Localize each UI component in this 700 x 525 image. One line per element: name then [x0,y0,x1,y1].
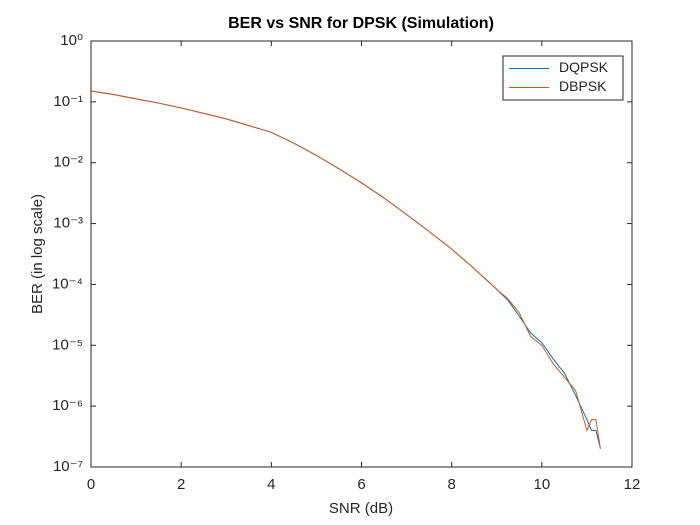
x-axis-label: SNR (dB) [329,500,393,517]
x-tick-label: 4 [267,476,275,493]
plot-box [90,40,633,468]
x-tick-label: 8 [447,476,455,493]
y-tick-label: 10⁻² [53,154,83,171]
y-tick-label: 10⁰ [60,32,83,49]
x-tick-label: 2 [177,476,185,493]
legend-box [502,55,624,101]
y-tick-label: 10⁻³ [53,215,83,232]
legend-label: DQPSK [559,59,609,75]
y-axis-label: BER (in log scale) [29,194,46,314]
y-tick-label: 10⁻¹ [53,93,83,110]
x-tick-label: 0 [87,476,95,493]
x-tick-label: 10 [533,476,550,493]
y-tick-label: 10⁻⁵ [52,336,83,353]
y-tick-label: 10⁻⁶ [52,397,83,414]
y-tick-label: 10⁻⁷ [53,458,83,475]
series-line [90,90,601,449]
x-tick-label: 6 [357,476,365,493]
chart-title: BER vs SNR for DPSK (Simulation) [228,15,494,32]
x-tick-label: 12 [624,476,641,493]
legend-label: DBPSK [559,78,607,94]
legend: DQPSK DBPSK [502,55,624,101]
y-tick-label: 10⁻⁴ [52,275,83,292]
